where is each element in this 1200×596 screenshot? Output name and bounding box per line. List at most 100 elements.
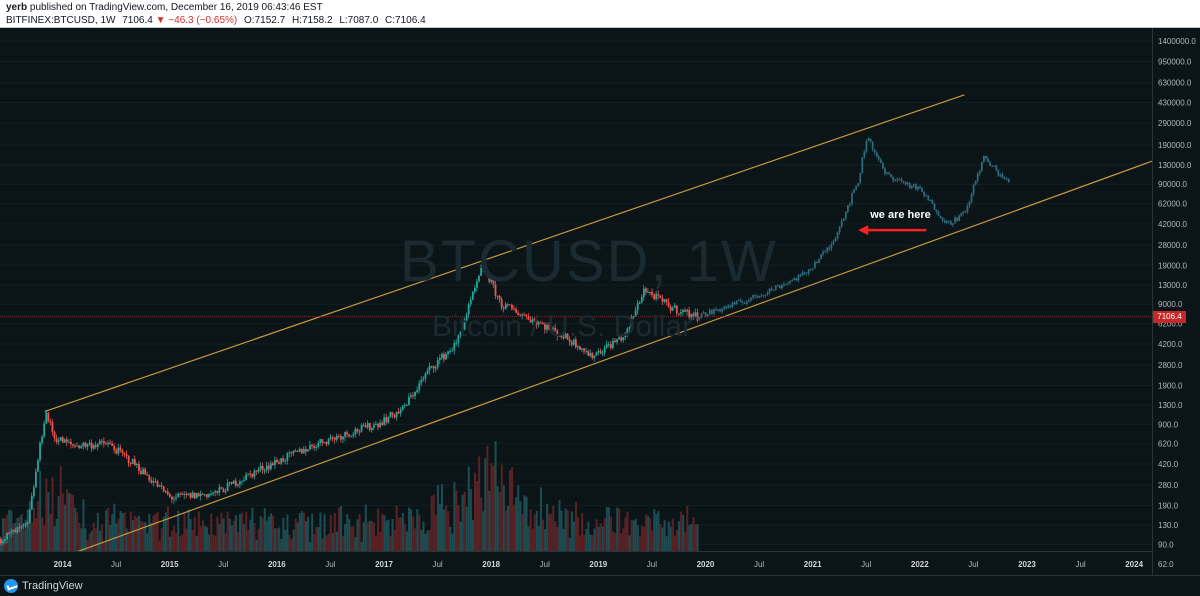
volume-bar	[286, 514, 289, 551]
volume-bar	[274, 528, 277, 551]
projection-candle-body	[962, 211, 965, 214]
volume-bar	[307, 517, 310, 551]
candle-body	[428, 366, 431, 371]
candle-body	[199, 493, 202, 497]
volume-bar	[595, 519, 598, 551]
projection-candle-body	[886, 172, 888, 174]
candle-body	[422, 378, 425, 380]
volume-bar	[30, 522, 33, 551]
volume-bar	[548, 513, 551, 551]
volume-bar	[119, 510, 122, 551]
price-tick-label: 90.0	[1158, 540, 1174, 549]
projection-candle-body	[896, 179, 899, 181]
time-tick-month: Jul	[432, 560, 442, 569]
candle-body	[539, 322, 542, 324]
projection-candle-body	[717, 309, 719, 311]
candle-body	[579, 346, 581, 350]
volume-bar	[401, 513, 404, 551]
projection-candle-body	[801, 272, 804, 276]
volume-bar	[467, 466, 470, 551]
projection-candle-body	[888, 172, 891, 175]
volume-bar	[583, 534, 586, 551]
volume-bar	[18, 516, 21, 551]
candle-body	[245, 474, 248, 480]
volume-bar	[525, 496, 528, 551]
price-chart[interactable]	[0, 28, 1152, 575]
time-tick-month: Jul	[540, 560, 550, 569]
chart-canvas[interactable]	[0, 28, 1152, 575]
candle-body	[263, 470, 266, 472]
change-down-icon: ▼	[155, 15, 166, 26]
projection-candle-body	[929, 199, 932, 201]
candle-body	[109, 442, 112, 444]
volume-bar	[544, 529, 547, 551]
candle-body	[434, 367, 437, 369]
candle-body	[168, 494, 171, 497]
volume-bar	[690, 523, 693, 551]
volume-bar	[195, 536, 198, 551]
volume-bar	[671, 518, 674, 551]
candle-body	[354, 428, 357, 435]
projection-candle-body	[785, 283, 787, 285]
candle-body	[22, 524, 25, 526]
candle-body	[39, 442, 41, 461]
candle-body	[154, 481, 157, 483]
price-axis[interactable]: 1400000.0 950000.0 630000.0 430000.0 290000.…	[1152, 28, 1200, 575]
projection-candle-body	[799, 274, 802, 276]
we-are-here-annotation[interactable]: we are here	[870, 209, 931, 222]
time-axis[interactable]: 2014 Jul 2015 Jul 2016 Jul 2017 Jul 2018 Jul 2019 J…	[0, 551, 1152, 575]
candle-body	[127, 455, 130, 464]
time-tick-year: 2019	[589, 560, 607, 569]
symbol-description-watermark: Bitcoin / U.S. Dollar	[432, 310, 693, 343]
volume-bar	[35, 518, 38, 551]
volume-bar	[43, 525, 46, 551]
time-tick-year: 2015	[161, 560, 179, 569]
candle-body	[566, 333, 569, 340]
projection-candle-body	[797, 274, 800, 281]
publisher-name[interactable]: yerb	[6, 2, 28, 13]
projection-candle-body	[859, 173, 862, 184]
volume-bar	[605, 506, 608, 551]
candle-body	[342, 436, 344, 440]
price-tick-label: 620.0	[1158, 440, 1179, 449]
volume-bar	[22, 530, 25, 551]
candle-body	[552, 327, 555, 329]
candle-body	[451, 350, 454, 352]
projection-candle-body	[931, 200, 934, 204]
candle-body	[59, 437, 62, 441]
volume-bar	[377, 508, 380, 551]
candle-body	[129, 463, 132, 465]
candle-body	[463, 320, 466, 330]
volume-bar	[162, 516, 165, 551]
projection-candle-body	[741, 301, 744, 303]
projection-candle-body	[844, 211, 847, 219]
time-tick-month: Jul	[968, 560, 978, 569]
candle-body	[517, 312, 520, 316]
candle-body	[684, 310, 686, 312]
volume-bar	[418, 514, 421, 551]
volume-bar	[185, 528, 188, 551]
volume-bar	[383, 515, 386, 551]
volume-bar	[513, 504, 516, 551]
projection-candle-body	[943, 220, 946, 223]
candle-body	[335, 435, 338, 440]
candle-body	[471, 291, 474, 300]
volume-bar	[179, 536, 182, 551]
candle-body	[152, 481, 155, 483]
candle-body	[511, 305, 513, 309]
candle-body	[290, 452, 293, 454]
candle-body	[459, 332, 462, 336]
candle-body	[577, 346, 579, 348]
candle-body	[278, 462, 281, 464]
volume-bar	[492, 465, 495, 551]
projection-candle-body	[752, 294, 755, 298]
volume-bar	[276, 528, 279, 551]
volume-bar	[340, 506, 343, 551]
volume-bar	[76, 512, 79, 551]
price-tick-label: 130.0	[1158, 521, 1179, 530]
tradingview-logo[interactable]: TradingView	[4, 579, 83, 593]
volume-bar	[438, 503, 441, 551]
candle-body	[177, 493, 180, 498]
candle-body	[556, 330, 559, 337]
candle-body	[381, 422, 384, 425]
